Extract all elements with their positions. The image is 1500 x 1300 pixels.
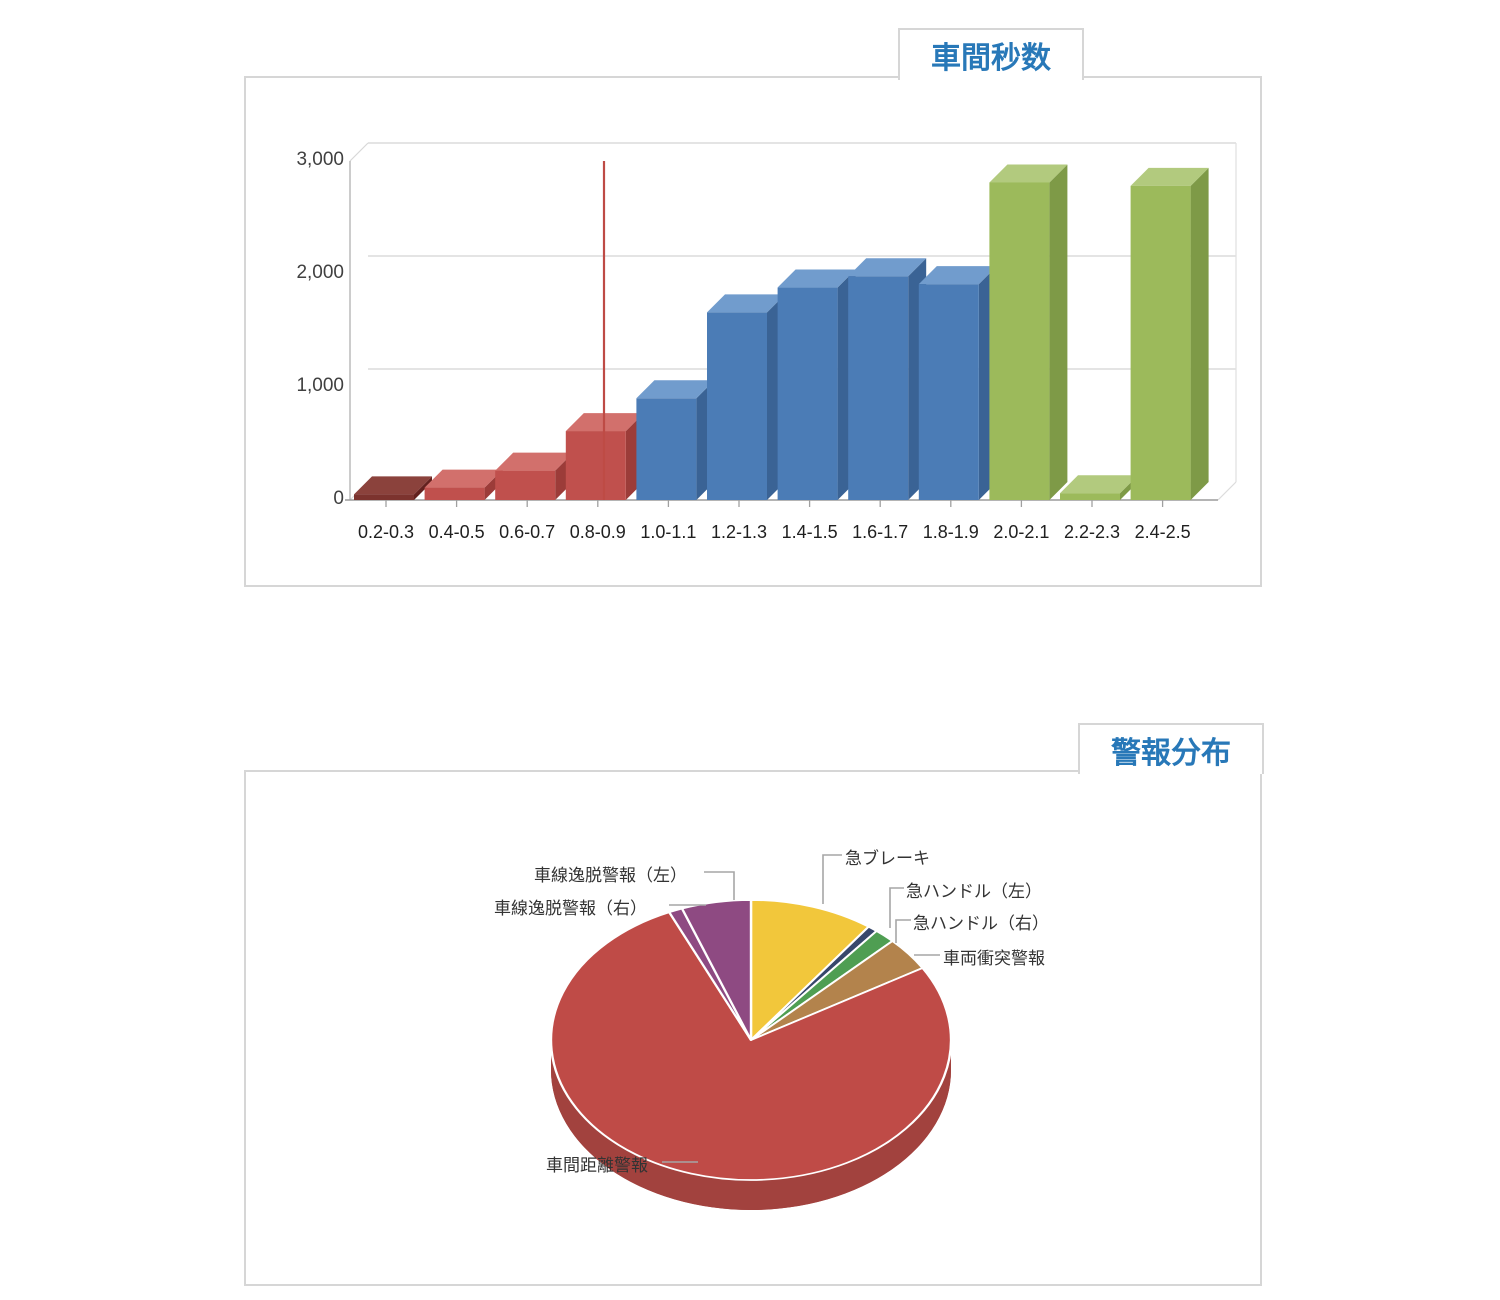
pie-slice-0 xyxy=(749,899,870,1041)
bar-top-face xyxy=(918,266,997,285)
bar-2.0-2.1 xyxy=(989,164,1068,500)
callout-line-2 xyxy=(895,919,911,943)
bar-front-face xyxy=(636,398,697,500)
tab-alarm-distribution[interactable]: 警報分布 xyxy=(1078,723,1264,774)
pie-label-1: 急ハンドル（左） xyxy=(906,882,1042,901)
bar-side-face xyxy=(1049,164,1068,500)
x-category-label: 1.6-1.7 xyxy=(852,522,909,542)
callout-line-6 xyxy=(704,871,735,900)
bar-side-face xyxy=(414,476,432,500)
y-tick-label: 1,000 xyxy=(296,375,344,396)
bar-front-face xyxy=(918,284,979,500)
pie-label-3: 車両衝突警報 xyxy=(943,949,1045,968)
bar-chart-headway: 0 1,000 2,000 3,000 0.2-0.3 0.4-0.5 0.6-0.7 0.8… xyxy=(246,78,1260,585)
x-category-label: 2.2-2.3 xyxy=(1063,522,1121,542)
bar-front-face xyxy=(354,494,414,500)
pie-label-2: 急ハンドル（右） xyxy=(913,914,1049,933)
bar-2.2-2.3 xyxy=(1060,475,1138,500)
pie-slices xyxy=(549,899,953,1181)
chart1-title: 車間秒数 xyxy=(931,42,1051,75)
wall-diagonal-top xyxy=(349,142,369,162)
bar-front-face xyxy=(848,276,909,500)
bar-top-face xyxy=(1130,167,1209,186)
bar-1.6-1.7 xyxy=(848,258,927,500)
bar-top-face xyxy=(707,294,785,313)
bar-top-face xyxy=(848,258,927,277)
bar-0.6-0.7 xyxy=(495,452,574,500)
bar-front-face xyxy=(424,487,485,500)
bar-top-face xyxy=(354,476,432,495)
bar-front-face xyxy=(1060,493,1120,500)
bar-1.0-1.1 xyxy=(636,380,715,500)
bar-1.8-1.9 xyxy=(918,266,997,500)
x-category-label: 0.2-0.3 xyxy=(357,522,415,542)
bar-front-face xyxy=(707,312,767,500)
x-category-label: 0.4-0.5 xyxy=(428,522,485,542)
floor-diagonal-right xyxy=(1217,481,1237,501)
chart2-title: 警報分布 xyxy=(1111,736,1231,770)
y-tick-label: 2,000 xyxy=(296,262,344,283)
x-category-label: 1.8-1.9 xyxy=(922,522,979,542)
y-tick-label: 3,000 xyxy=(296,149,344,170)
x-category-label: 0.8-0.9 xyxy=(569,522,626,542)
bar-side-face xyxy=(1190,167,1209,501)
bar-0.2-0.3 xyxy=(354,476,432,500)
bar-top-face xyxy=(424,469,503,488)
bar-top-face xyxy=(636,380,715,399)
x-category-label: 1.4-1.5 xyxy=(781,522,838,542)
bar-front-face xyxy=(1130,185,1191,501)
x-category-label: 2.0-2.1 xyxy=(993,522,1050,542)
pie-label-0: 急ブレーキ xyxy=(845,849,930,868)
pie-label-6: 車線逸脱警報（左） xyxy=(534,866,687,885)
x-category-label: 0.6-0.7 xyxy=(499,522,556,542)
panel-alarm-chart: 急ブレーキ急ハンドル（左） 急ハンドル（右） 車両衝突警報車間距離警報 車線逸脱警報（… xyxy=(244,770,1262,1286)
bar-1.4-1.5 xyxy=(777,269,856,500)
y-tick-label: 0 xyxy=(333,488,344,509)
bar-top-face xyxy=(989,164,1068,183)
bar-top-face xyxy=(495,452,574,471)
callout-line-0 xyxy=(822,854,842,904)
x-category-label: 2.4-2.5 xyxy=(1134,522,1191,542)
pie-chart-alarms: 急ブレーキ急ハンドル（左） 急ハンドル（右） 車両衝突警報車間距離警報 車線逸脱警報（… xyxy=(246,772,1260,1284)
pie-label-5: 車線逸脱警報（右） xyxy=(494,899,647,918)
pie-chart-svg xyxy=(549,854,953,1210)
panel-headway-chart: 0 1,000 2,000 3,000 0.2-0.3 0.4-0.5 0.6-0.7 0.8… xyxy=(244,76,1262,587)
bar-front-face xyxy=(495,470,556,500)
bar-0.4-0.5 xyxy=(424,469,503,500)
callout-line-1 xyxy=(889,887,904,928)
bar-top-face xyxy=(1060,475,1138,494)
bar-top-face xyxy=(777,269,856,288)
x-category-label: 1.2-1.3 xyxy=(710,522,768,542)
pie-slice-6 xyxy=(680,899,753,1041)
bar-front-face xyxy=(989,182,1050,500)
bar-1.2-1.3 xyxy=(707,294,785,500)
x-category-label: 1.0-1.1 xyxy=(640,522,697,542)
tab-headway-seconds[interactable]: 車間秒数 xyxy=(898,28,1084,80)
bar-0.8-0.9 xyxy=(565,413,644,500)
bar-front-face xyxy=(565,431,626,500)
bar-chart-svg xyxy=(345,142,1237,507)
bar-2.4-2.5 xyxy=(1130,167,1209,501)
pie-label-4: 車間距離警報 xyxy=(546,1156,648,1175)
bar-front-face xyxy=(777,287,838,500)
pie-slice-4 xyxy=(549,911,953,1181)
